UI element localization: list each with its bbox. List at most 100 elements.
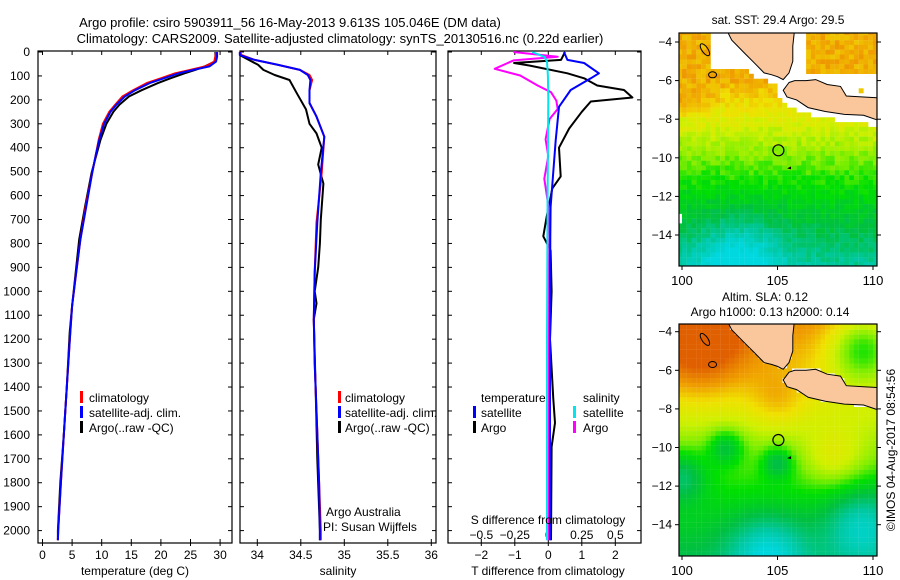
map-cell — [849, 189, 854, 195]
map-cell — [744, 445, 749, 451]
map-cell — [679, 141, 683, 147]
map-cell — [744, 262, 749, 266]
map-cell — [686, 35, 692, 41]
map-cell — [729, 546, 735, 552]
map-cell — [768, 151, 773, 156]
map-cell — [705, 54, 711, 60]
map-cell — [772, 416, 778, 422]
map-cell — [853, 122, 859, 128]
map-cell — [844, 237, 850, 243]
map-cell — [682, 329, 687, 335]
map-cell — [863, 484, 869, 490]
map-cell — [873, 33, 877, 36]
map-cell — [844, 363, 850, 369]
map-cell — [834, 151, 840, 156]
map-cell — [772, 440, 778, 446]
map-cell — [791, 180, 797, 185]
map-cell — [744, 503, 749, 509]
map-cell — [830, 537, 835, 543]
map-cell — [801, 122, 807, 128]
map-cell — [825, 484, 831, 490]
map-cell — [873, 170, 877, 176]
map-cell — [787, 431, 792, 437]
map-cell — [710, 445, 716, 451]
map-cell — [820, 218, 826, 224]
map-cell — [758, 407, 764, 412]
map-cell — [868, 450, 874, 456]
map-cell — [811, 267, 816, 272]
map-cell — [696, 78, 702, 84]
sla-map-title-2: Argo h1000: 0.13 h2000: 0.14 — [691, 305, 850, 319]
map-cell — [679, 378, 683, 383]
map-cell — [772, 155, 778, 161]
map-cell — [729, 257, 735, 263]
map-cell — [820, 503, 826, 509]
map-cell — [739, 199, 745, 205]
map-cell — [725, 474, 730, 480]
map-cell — [768, 474, 773, 480]
map-cell — [830, 184, 835, 190]
map-cell — [834, 184, 840, 190]
map-cell — [763, 392, 769, 398]
map-cell — [863, 334, 869, 340]
map-cell — [753, 122, 759, 128]
map-cell — [796, 339, 802, 345]
map-cell — [679, 450, 683, 456]
map-cell — [758, 522, 764, 528]
map-cell — [849, 513, 854, 519]
map-cell — [696, 479, 702, 485]
map-cell — [825, 522, 831, 528]
map-cell — [834, 54, 840, 60]
map-cell — [873, 557, 878, 562]
map-cell — [725, 175, 730, 181]
map-cell — [796, 117, 802, 123]
map-cell — [863, 551, 869, 556]
map-cell — [834, 199, 840, 205]
map-cell — [772, 464, 778, 470]
map-cell — [758, 493, 764, 499]
map-cell — [720, 542, 726, 548]
map-cell — [710, 242, 716, 248]
map-cell — [796, 407, 802, 412]
map-cell — [701, 237, 706, 243]
map-cell — [753, 208, 759, 214]
map-cell — [820, 542, 826, 548]
map-cell — [705, 194, 711, 200]
map-cell — [744, 392, 749, 398]
map-cell — [744, 69, 749, 74]
map-cell — [849, 136, 854, 142]
map-cell — [739, 151, 745, 156]
map-cell — [720, 334, 726, 340]
map-cell — [844, 513, 850, 519]
map-cell — [679, 431, 683, 437]
map-cell — [873, 489, 877, 494]
map-cell — [858, 204, 864, 210]
map-cell — [772, 421, 778, 427]
map-cell — [705, 122, 711, 128]
map-cell — [710, 464, 716, 470]
map-cell — [744, 421, 749, 427]
x-tick-label: −2 — [474, 548, 488, 562]
map-cell — [810, 435, 816, 441]
map-cell — [682, 421, 687, 427]
map-cell — [844, 126, 850, 132]
map-cell — [878, 156, 883, 161]
map-cell — [729, 382, 735, 388]
map-cell — [806, 402, 811, 408]
map-cell — [710, 141, 716, 147]
map-cell — [806, 508, 811, 514]
map-cell — [691, 445, 697, 451]
map-cell — [868, 373, 874, 379]
map-cell — [772, 450, 778, 456]
map-cell — [729, 165, 735, 171]
map-cell — [873, 445, 877, 451]
map-cell — [691, 252, 697, 258]
map-cell — [763, 532, 769, 538]
map-cell — [820, 339, 826, 345]
map-cell — [878, 465, 883, 470]
map-cell — [734, 194, 740, 200]
map-cell — [748, 363, 754, 369]
map-cell — [791, 262, 797, 266]
map-cell — [686, 431, 692, 437]
map-cell — [763, 546, 769, 552]
